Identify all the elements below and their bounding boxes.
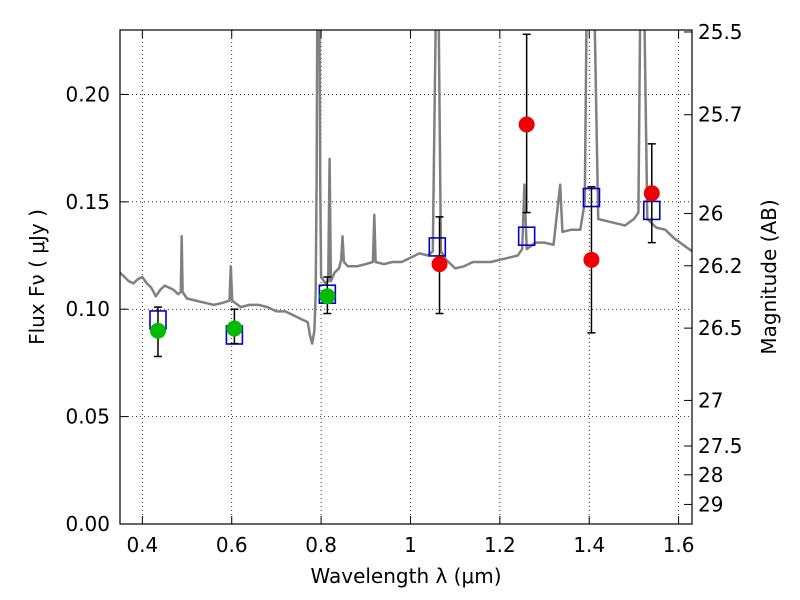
mag-tick-label: 28	[698, 463, 723, 487]
y-axis-title: Flux Fν ( μJy )	[25, 209, 49, 345]
y2-axis-title: Magnitude (AB)	[757, 199, 781, 354]
observed-green-point	[319, 288, 336, 305]
observed-red-point	[583, 251, 600, 268]
x-axis-title: Wavelength λ (μm)	[310, 564, 501, 588]
x-tick-label: 1.4	[573, 533, 605, 557]
observed-green-point	[149, 322, 166, 339]
x-tick-label: 1	[404, 533, 417, 557]
observed-green-point	[226, 320, 243, 337]
model-photometry-square	[517, 226, 536, 246]
mag-tick-label: 26.2	[698, 254, 743, 278]
mag-tick-label: 25.7	[698, 103, 743, 127]
x-tick-label: 0.8	[305, 533, 337, 557]
x-tick-label: 1.6	[663, 533, 695, 557]
model-photometry-square	[428, 237, 447, 257]
x-tick-label: 0.6	[216, 533, 248, 557]
mag-tick-label: 25.5	[698, 20, 743, 44]
mag-tick-label: 27	[698, 388, 723, 412]
observed-red-point	[431, 256, 448, 273]
y-tick-label: 0.00	[65, 512, 110, 536]
x-tick-label: 0.4	[126, 533, 158, 557]
y-tick-label: 0.05	[65, 405, 110, 429]
model-spectrum-line	[120, 30, 692, 345]
grid	[120, 30, 692, 525]
y-tick-label: 0.20	[65, 82, 110, 106]
y-tick-label: 0.10	[65, 297, 110, 321]
x-tick-label: 1.2	[484, 533, 516, 557]
mag-tick-label: 26	[698, 202, 723, 226]
axis-ticks: 0.4 0.6 0.8 1 1.2 1.4 1.6 0.00 0.05 0.10 0.15 0.20 2…	[65, 20, 742, 557]
mag-tick-label: 27.5	[698, 434, 743, 458]
observed-red-point	[643, 185, 660, 202]
y-tick-label: 0.15	[65, 190, 110, 214]
mag-tick-label: 29	[698, 492, 723, 516]
plot-area	[120, 30, 692, 358]
plot-frame	[119, 29, 693, 525]
mag-tick-label: 26.5	[698, 316, 743, 340]
observed-red-point	[518, 116, 535, 133]
